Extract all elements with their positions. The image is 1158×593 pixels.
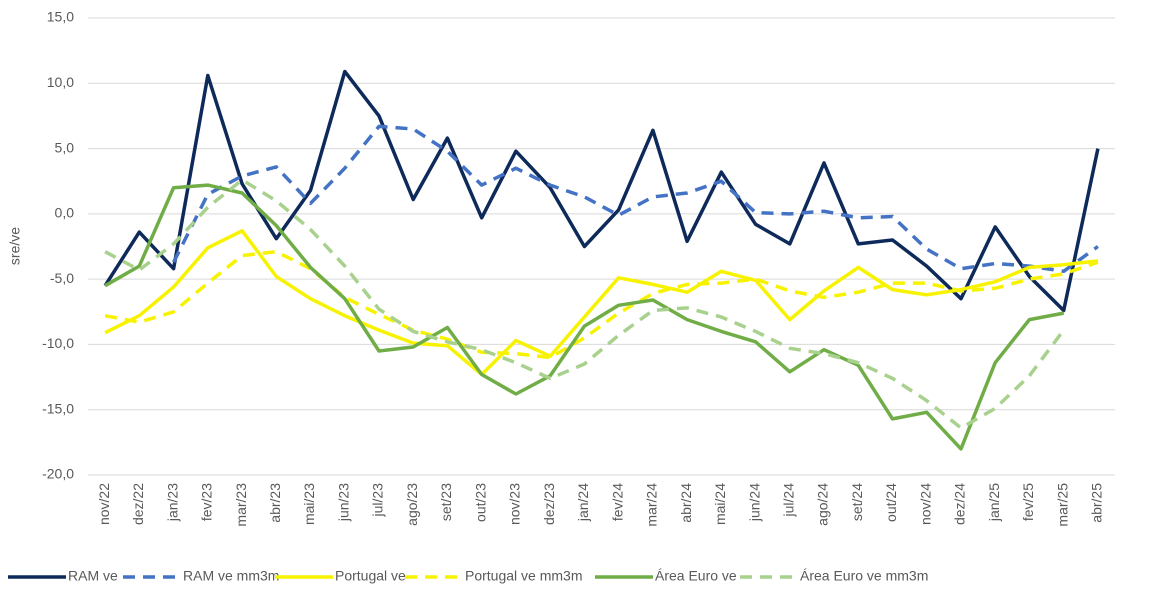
- series-line: [104, 178, 1066, 430]
- x-tick-label: dez/22: [130, 483, 146, 525]
- x-tick-label: jan/24: [575, 483, 591, 522]
- y-tick-label: 15,0: [47, 9, 74, 25]
- legend-label: Área Euro ve: [655, 568, 737, 584]
- legend-label: RAM ve mm3m: [183, 568, 279, 584]
- series-line: [172, 124, 1099, 274]
- x-tick-label: nov/23: [507, 483, 523, 525]
- x-tick-label: abr/23: [267, 483, 283, 523]
- legend-label: Portugal ve: [335, 568, 406, 584]
- y-axis-label: sre/ve: [7, 227, 23, 265]
- y-tick-label: -10,0: [42, 335, 74, 351]
- series-line: [104, 249, 1099, 360]
- y-tick-label: 5,0: [55, 139, 75, 155]
- legend-label: Área Euro ve mm3m: [800, 568, 928, 584]
- x-tick-label: mar/25: [1054, 483, 1070, 527]
- y-tick-label: -5,0: [50, 270, 74, 286]
- x-tick-label: abr/24: [678, 483, 694, 523]
- x-tick-label: jul/23: [370, 483, 386, 518]
- x-tick-label: jan/25: [986, 483, 1002, 522]
- x-tick-label: jun/24: [746, 483, 762, 522]
- legend-label: Portugal ve mm3m: [465, 568, 582, 584]
- x-tick-label: dez/24: [952, 483, 968, 525]
- x-tick-label: set/24: [849, 483, 865, 521]
- y-tick-label: -15,0: [42, 400, 74, 416]
- x-tick-label: mai/24: [712, 483, 728, 525]
- x-tick-label: fev/24: [609, 483, 625, 521]
- x-tick-label: nov/22: [96, 483, 112, 525]
- x-tick-label: abr/25: [1089, 483, 1105, 523]
- series-line: [104, 183, 1065, 451]
- x-tick-label: ago/23: [404, 483, 420, 526]
- y-tick-label: 0,0: [55, 205, 75, 221]
- series-line: [103, 69, 1100, 313]
- x-tick-label: out/24: [883, 483, 899, 522]
- x-tick-label: jan/23: [164, 483, 180, 522]
- series-line: [104, 229, 1099, 377]
- x-tick-label: dez/23: [541, 483, 557, 525]
- x-tick-label: nov/24: [917, 483, 933, 525]
- x-tick-label: mar/23: [233, 483, 249, 527]
- x-tick-label: mar/24: [644, 483, 660, 527]
- x-tick-label: ago/24: [815, 483, 831, 526]
- legend-label: RAM ve: [68, 568, 118, 584]
- x-tick-label: jul/24: [780, 483, 796, 518]
- x-tick-label: jun/23: [335, 483, 351, 522]
- x-tick-label: out/23: [472, 483, 488, 522]
- x-tick-label: fev/25: [1020, 483, 1036, 521]
- x-tick-label: fev/23: [199, 483, 215, 521]
- y-tick-label: 10,0: [47, 74, 74, 90]
- x-tick-label: set/23: [438, 483, 454, 521]
- x-tick-label: mai/23: [301, 483, 317, 525]
- y-tick-label: -20,0: [42, 466, 74, 482]
